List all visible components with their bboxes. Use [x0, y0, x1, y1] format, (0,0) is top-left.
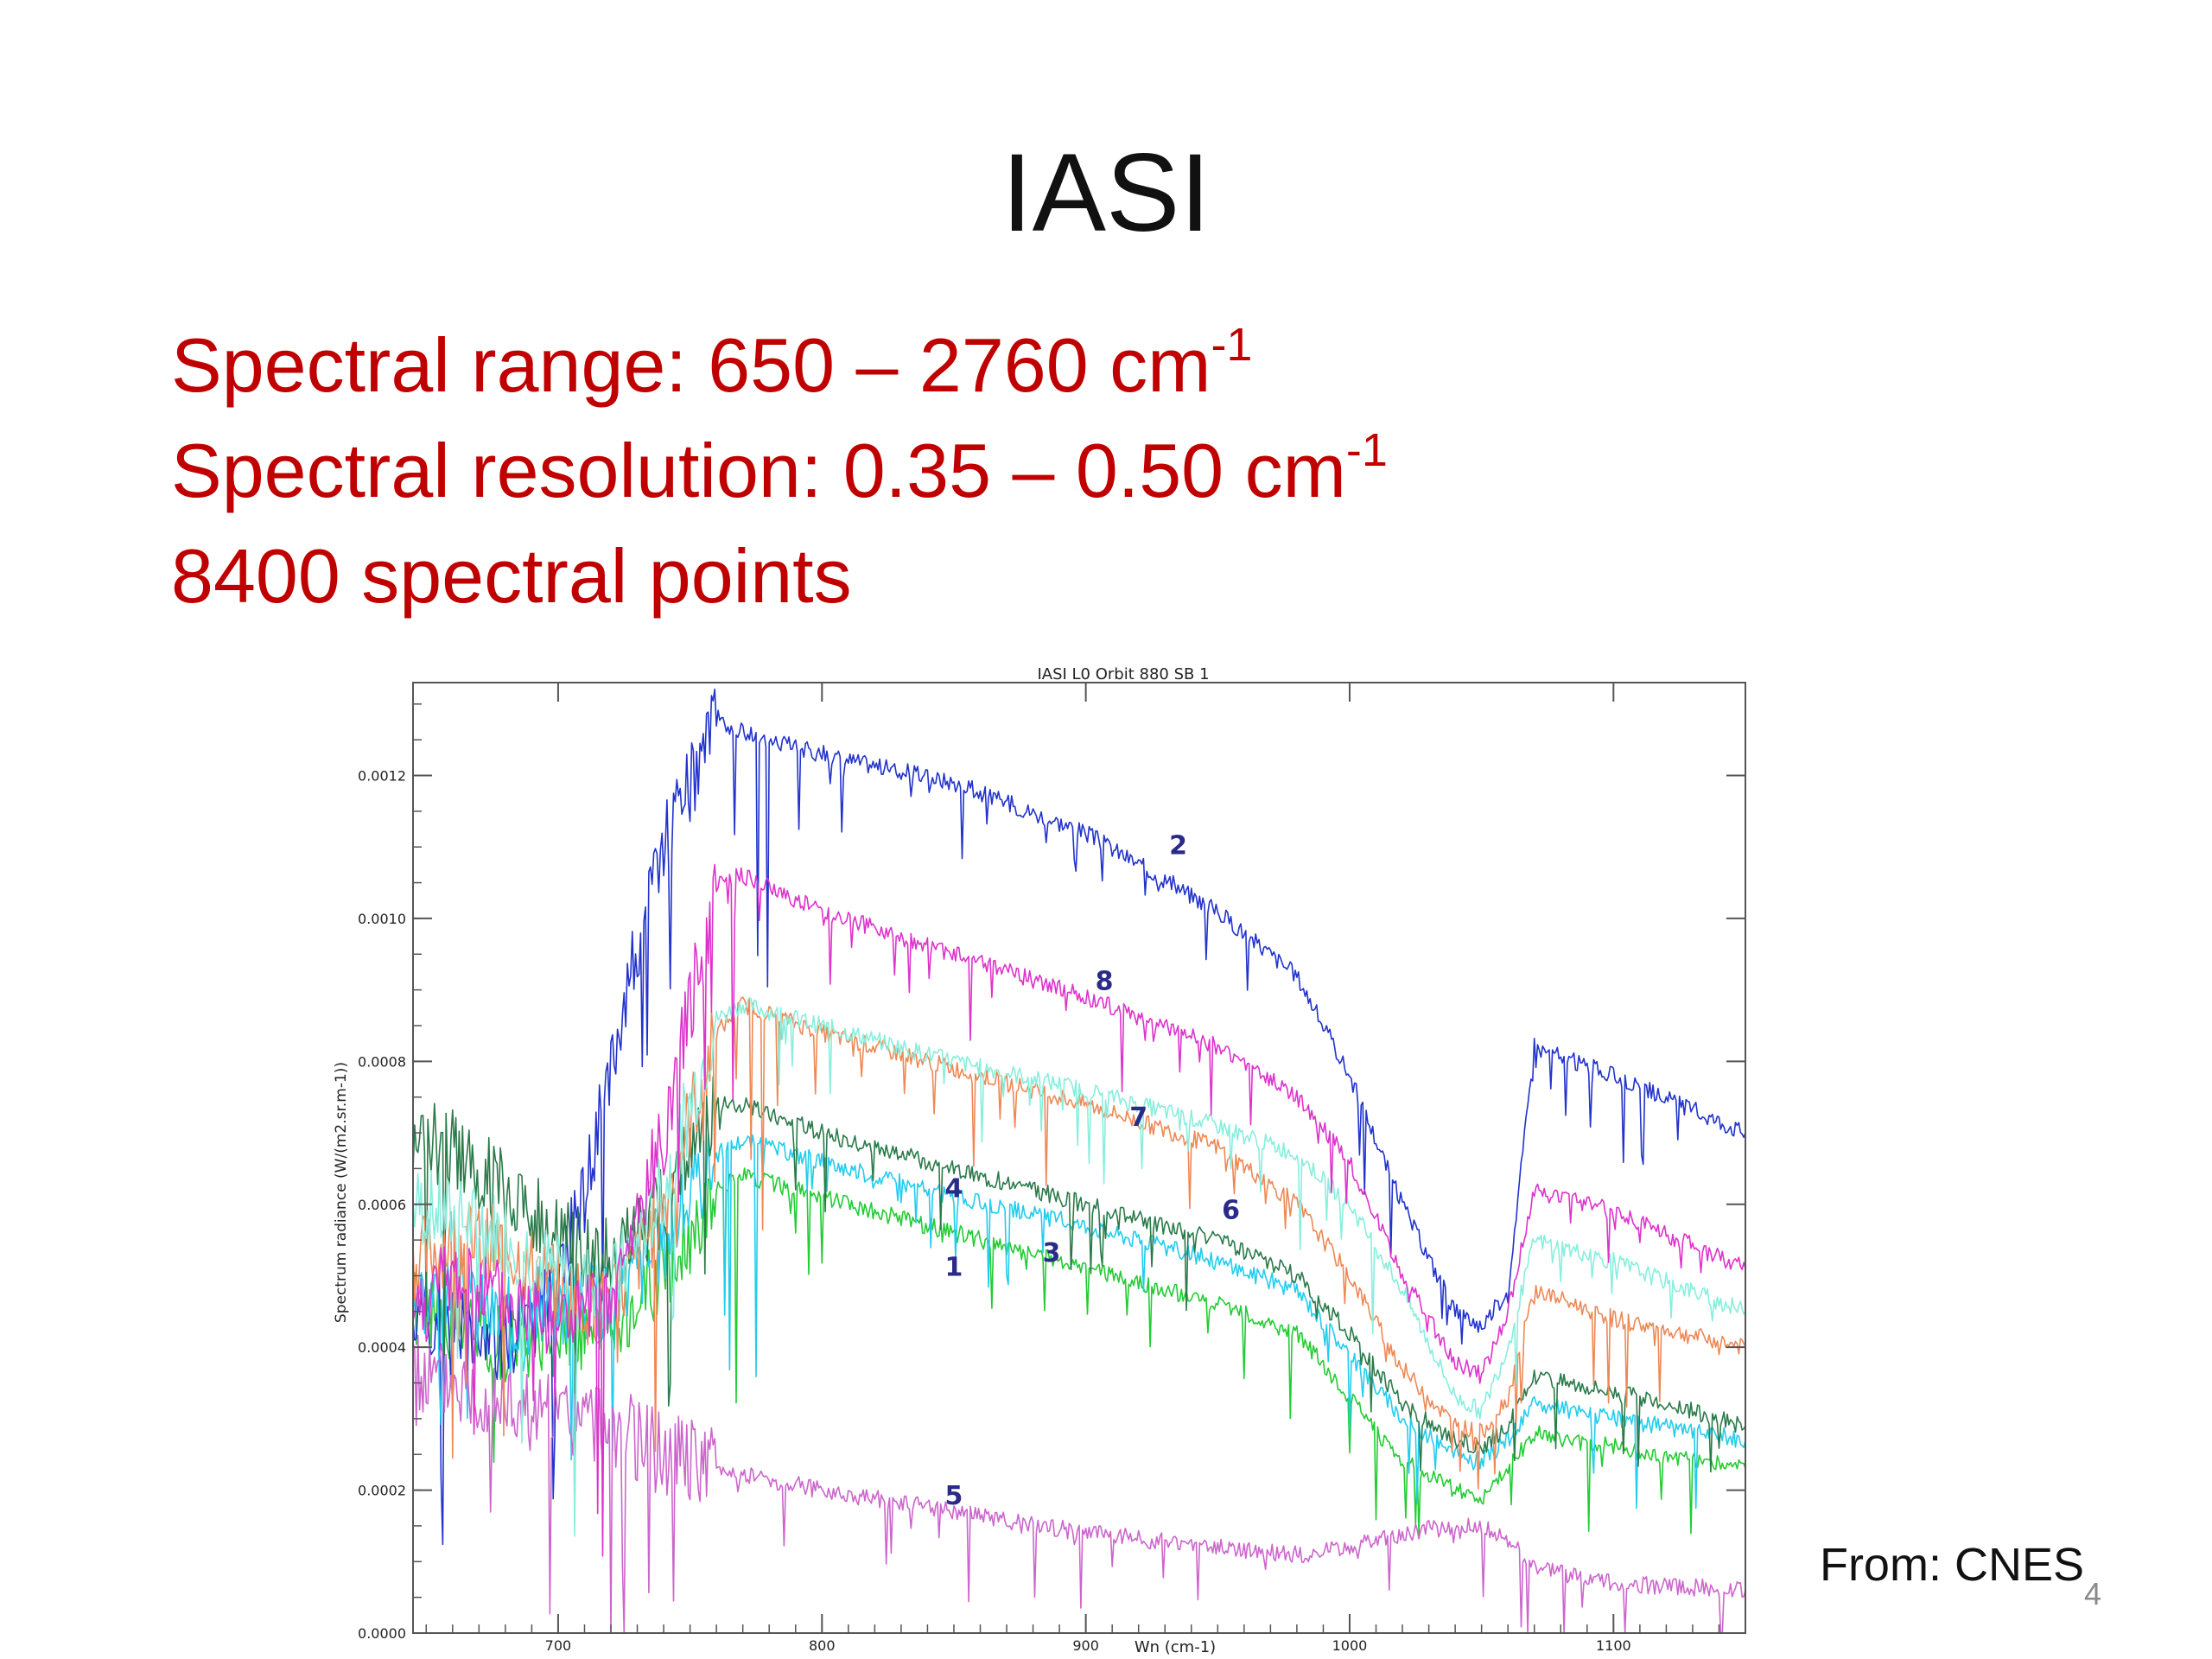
x-tick-label: 1000: [1332, 1637, 1368, 1654]
series-line-7: [412, 996, 1746, 1537]
series-label-3: 3: [1043, 1238, 1061, 1268]
bullet-text: 8400 spectral points: [171, 533, 852, 619]
slide-title: IASI: [1001, 131, 1211, 255]
bullet-superscript: -1: [1211, 319, 1253, 371]
x-tick-label: 800: [809, 1637, 836, 1654]
bullet-text: Spectral resolution: 0.35 – 0.50 cm: [171, 428, 1346, 513]
y-tick-label: 0.0000: [358, 1625, 406, 1642]
series-line-8: [412, 863, 1746, 1557]
series-label-6: 6: [1222, 1195, 1240, 1225]
series-label-7: 7: [1129, 1103, 1147, 1133]
series-label-4: 4: [945, 1173, 963, 1204]
series-line-1: [412, 1167, 1746, 1535]
bullet-spectral-range: Spectral range: 650 – 2760 cm-1: [171, 313, 1388, 418]
plot-frame: [412, 682, 1746, 1634]
y-tick-label: 0.0012: [358, 768, 406, 785]
bullet-text: Spectral range: 650 – 2760 cm: [171, 322, 1211, 408]
bullet-spectral-points: 8400 spectral points: [171, 524, 1388, 629]
y-tick-label: 0.0004: [358, 1339, 406, 1356]
series-label-5: 5: [945, 1481, 963, 1511]
x-axis-label: Wn (cm-1): [1135, 1638, 1216, 1656]
x-tick-label: 900: [1072, 1637, 1099, 1654]
series-label-layer: 1 2 3 4 5 6 7 8: [945, 830, 1240, 1511]
series-label-2: 2: [1169, 830, 1187, 861]
x-tick-label: 700: [545, 1637, 572, 1654]
series-label-1: 1: [945, 1252, 963, 1282]
spectrum-chart: IASI L0 Orbit 880 SB 1 Wn (cm-1) Spectru…: [333, 665, 1746, 1656]
series-layer: [412, 688, 1746, 1634]
series-label-8: 8: [1096, 967, 1114, 997]
bullet-list: Spectral range: 650 – 2760 cm-1 Spectral…: [171, 313, 1388, 629]
chart-title: IASI L0 Orbit 880 SB 1: [1037, 665, 1209, 683]
y-tick-label: 0.0006: [358, 1197, 406, 1213]
axis-layer: 0.0000 0.0002 0.0004 0.0006 0.0008 0.0010 0.00…: [358, 682, 1746, 1654]
series-line-2: [412, 688, 1746, 1546]
bullet-spectral-resolution: Spectral resolution: 0.35 – 0.50 cm-1: [171, 418, 1388, 524]
series-line-5: [412, 1334, 1746, 1634]
bullet-superscript: -1: [1345, 424, 1388, 476]
x-tick-label: 1100: [1596, 1637, 1631, 1654]
y-tick-label: 0.0008: [358, 1053, 406, 1070]
y-tick-label: 0.0010: [358, 911, 406, 927]
y-axis-label: Spectrum radiance (W/(m2.sr.m-1)): [333, 1062, 350, 1323]
slide-number: 4: [2083, 1576, 2101, 1611]
y-tick-label: 0.0002: [358, 1483, 406, 1499]
source-note: From: CNES: [1819, 1539, 2084, 1591]
